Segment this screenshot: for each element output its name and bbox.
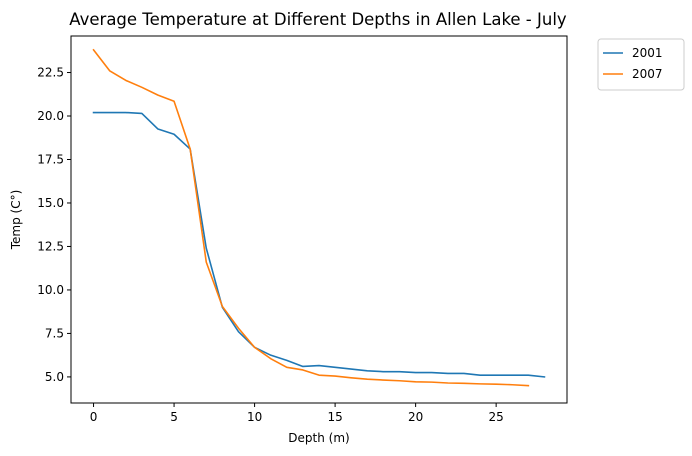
y-axis-label: Temp (C°) xyxy=(9,190,23,251)
x-tick-label: 5 xyxy=(170,410,178,424)
y-tick-label: 20.0 xyxy=(37,109,64,123)
y-tick-label: 15.0 xyxy=(37,196,64,210)
x-tick-label: 15 xyxy=(327,410,342,424)
legend-frame xyxy=(597,38,685,91)
plot-area xyxy=(70,35,568,404)
x-tick-label: 25 xyxy=(489,410,504,424)
legend-label-2007: 2007 xyxy=(632,67,663,81)
series-lines xyxy=(92,48,546,387)
y-tick-label: 7.5 xyxy=(45,326,64,340)
y-tick-label: 10.0 xyxy=(37,283,64,297)
y-tick-label: 5.0 xyxy=(45,370,64,384)
y-tick-label: 17.5 xyxy=(37,152,64,166)
x-axis-label: Depth (m) xyxy=(288,431,349,445)
x-tick-label: 10 xyxy=(247,410,262,424)
y-axis: 5.0 7.5 10.0 12.5 15.0 17.5 20.0 22.5 xyxy=(37,66,71,384)
y-tick-label: 12.5 xyxy=(37,239,64,253)
x-axis: 0 5 10 15 20 25 xyxy=(90,403,504,424)
legend: 2001 2007 xyxy=(597,38,685,91)
y-tick-label: 22.5 xyxy=(37,66,64,80)
x-tick-label: 20 xyxy=(408,410,423,424)
legend-label-2001: 2001 xyxy=(632,46,663,60)
series-line-2001 xyxy=(92,111,546,378)
x-tick-label: 0 xyxy=(90,410,98,424)
chart-title: Average Temperature at Different Depths … xyxy=(69,10,567,29)
series-line-2007 xyxy=(92,48,530,387)
plot-frame xyxy=(70,35,568,404)
